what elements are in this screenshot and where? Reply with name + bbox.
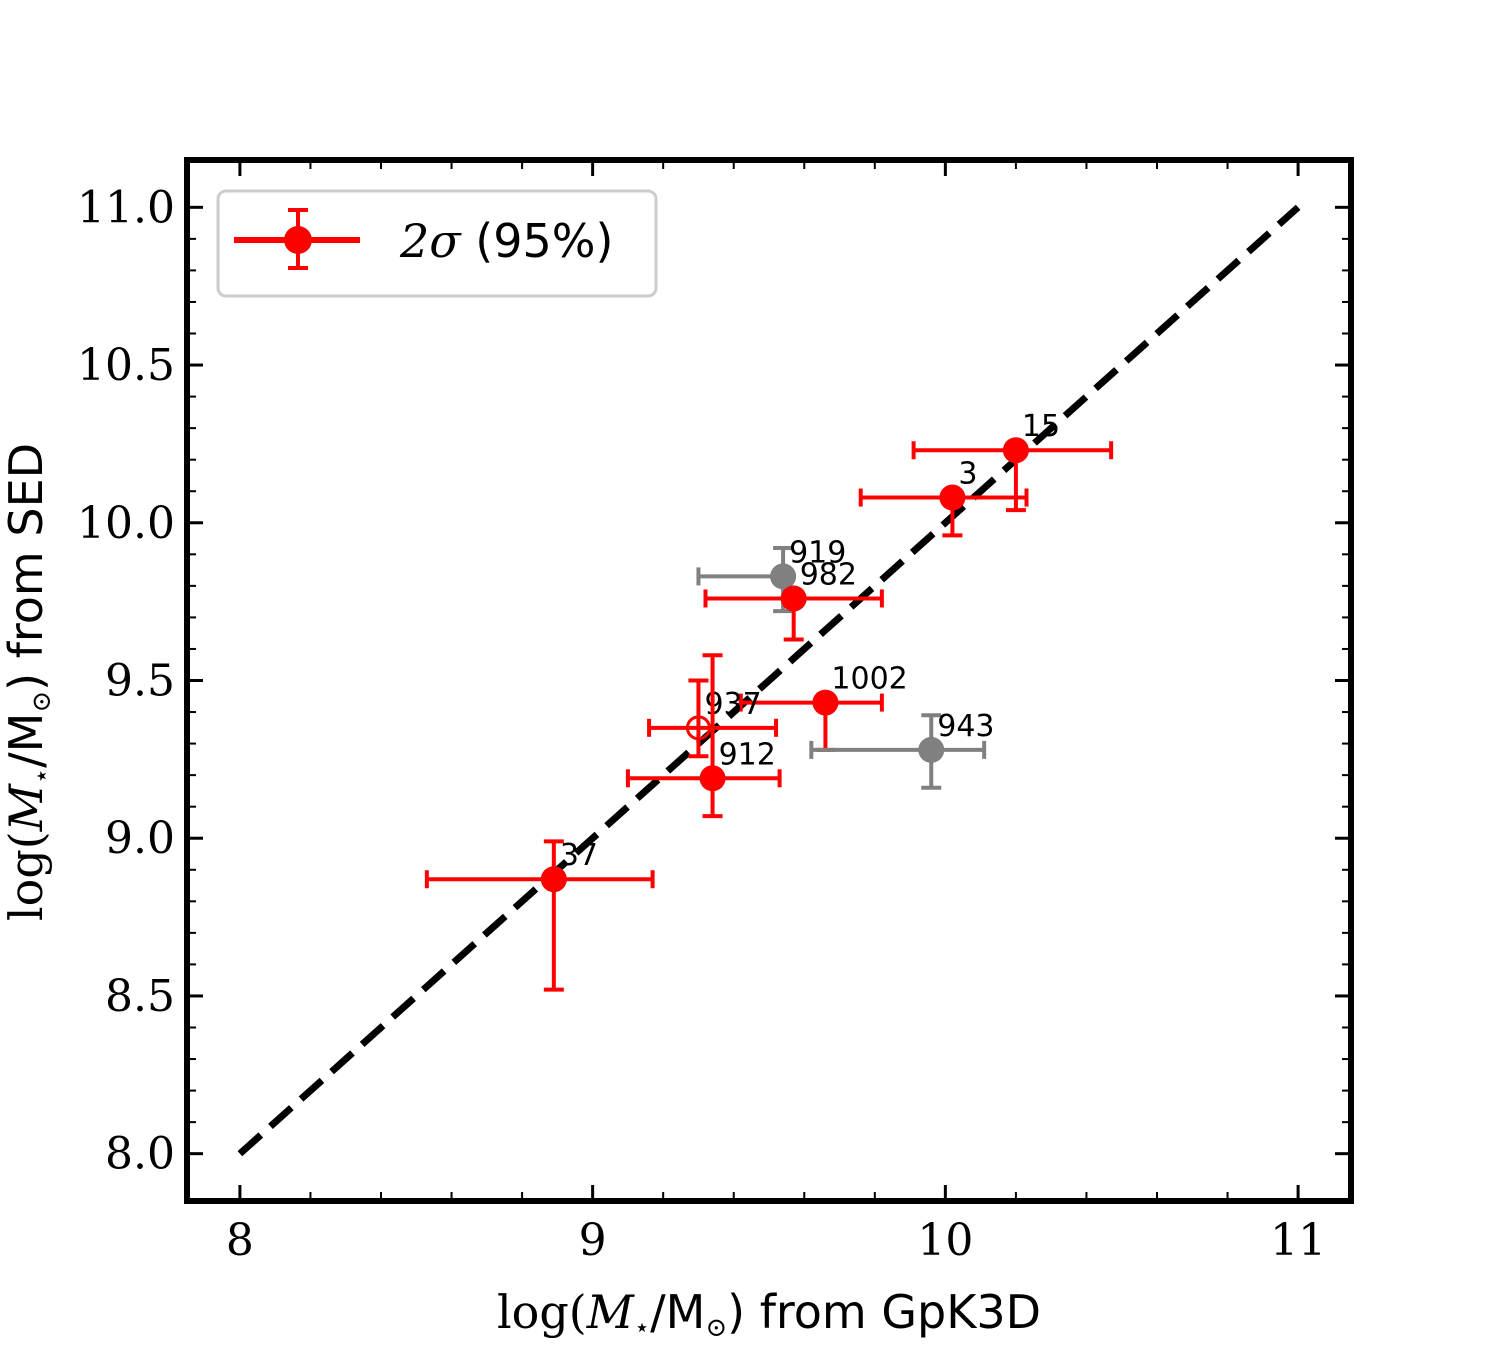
data-point-37: 37 (424, 838, 655, 992)
point-marker (699, 765, 726, 792)
y-tick-label: 10.5 (77, 340, 175, 391)
x-tick-label: 11 (1270, 1215, 1326, 1266)
one-to-one-line (237, 204, 1301, 1157)
data-point-943: 943 (809, 709, 995, 790)
y-axis-label: log(M⋆/M⊙) from SED (0, 443, 57, 921)
plot-frame (184, 157, 1354, 1204)
axis-ticks: 8 9 10 11 8.0 8.5 9.0 9.5 10.0 10.5 11.0 (77, 160, 1351, 1266)
x-tick-label: 9 (579, 1215, 607, 1266)
point-label: 3 (958, 457, 977, 492)
y-tick-label: 8.5 (105, 971, 175, 1022)
point-marker (540, 866, 567, 893)
legend-box (216, 189, 658, 298)
y-tick-label: 11.0 (77, 182, 175, 233)
data-point-982: 982 (703, 557, 884, 642)
data-point-3: 3 (858, 457, 1029, 538)
y-tick-label: 10.0 (77, 498, 175, 549)
data-point-912: 912 (625, 653, 782, 819)
point-marker (939, 484, 966, 511)
y-tick-label: 9.0 (105, 813, 175, 864)
legend-label: 2σ (95%) (399, 214, 613, 268)
legend-marker (284, 226, 312, 254)
data-point-919: 919 (696, 535, 846, 614)
point-label: 912 (719, 737, 776, 772)
point-marker (1002, 437, 1029, 464)
x-tick-label: 8 (226, 1215, 254, 1266)
point-marker-open (685, 715, 711, 741)
point-label: 982 (800, 557, 857, 592)
legend-label-confidence: (95%) (461, 214, 614, 268)
point-marker (918, 736, 945, 763)
legend: 2σ (95%) (216, 189, 658, 298)
point-label: 15 (1022, 409, 1060, 444)
data-point-15: 15 (911, 409, 1114, 513)
point-label: 37 (560, 838, 598, 873)
point-marker (770, 563, 797, 590)
point-label: 919 (789, 535, 846, 570)
point-label: 943 (937, 709, 994, 744)
point-marker (780, 585, 807, 612)
data-point-1002: 1002 (738, 662, 908, 752)
y-tick-label: 8.0 (105, 1129, 175, 1180)
point-marker (812, 689, 839, 716)
x-tick-label: 10 (917, 1215, 973, 1266)
x-axis-label: log(M⋆/M⊙) from GpK3D (497, 1285, 1041, 1343)
legend-label-sigma: 2σ (399, 214, 462, 268)
y-tick-label: 9.5 (105, 656, 175, 707)
point-label: 1002 (831, 662, 907, 697)
one-to-one-line-group (237, 204, 1301, 1157)
